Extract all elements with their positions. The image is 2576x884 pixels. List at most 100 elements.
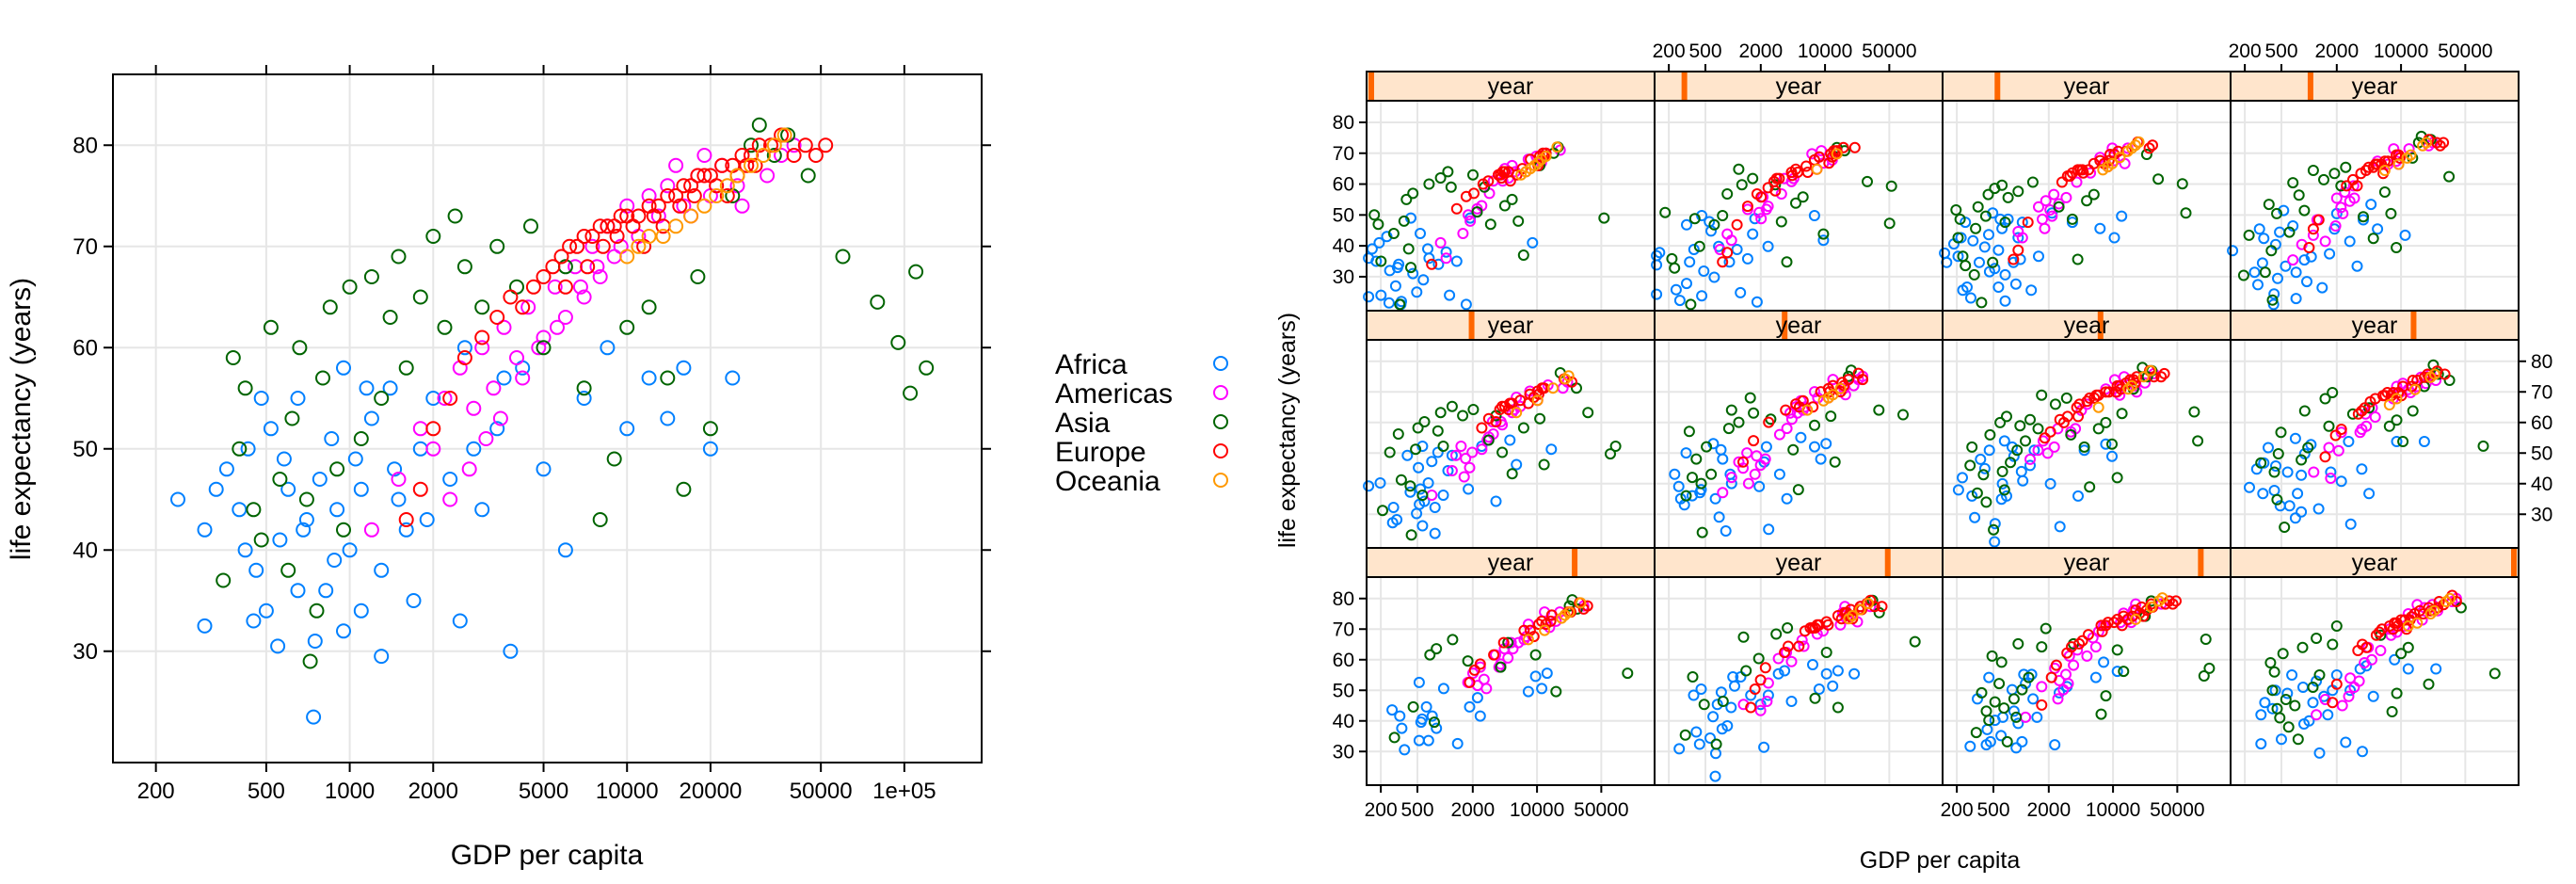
- trellis-x-tick-label: 2000: [1738, 40, 1783, 62]
- trellis-point-africa: [2316, 281, 2328, 294]
- trellis-plot: year year year year year year year year year year…: [1274, 40, 2552, 874]
- trellis-point-africa: [1381, 231, 1393, 243]
- trellis-strip-year-marker: [1572, 549, 1578, 576]
- point-asia: [908, 264, 924, 280]
- trellis-panel: year: [1363, 310, 1656, 549]
- trellis-point-africa: [2272, 272, 2283, 284]
- trellis-point-asia: [1996, 465, 2008, 477]
- trellis-point-oceania: [2137, 371, 2150, 383]
- trellis-point-asia: [1740, 665, 1752, 677]
- trellis-point-asia: [1862, 175, 1873, 187]
- trellis-point-asia: [2266, 684, 2279, 697]
- trellis-point-africa: [1981, 723, 1993, 735]
- point-africa: [557, 542, 573, 558]
- point-americas: [547, 279, 563, 295]
- legend-label-oceania: Oceania: [1055, 466, 1160, 497]
- trellis-point-africa: [1772, 667, 1784, 680]
- trellis-point-asia: [1820, 647, 1832, 658]
- trellis-point-africa: [2025, 668, 2038, 681]
- trellis-point-europe: [2012, 244, 2024, 256]
- trellis-point-europe: [2406, 380, 2418, 393]
- trellis-point-asia: [2383, 420, 2395, 432]
- trellis-x-tick-label: 10000: [1798, 40, 1852, 62]
- trellis-point-asia: [1529, 649, 1542, 661]
- trellis-point-africa: [2033, 250, 2044, 263]
- trellis-point-asia: [2298, 405, 2311, 417]
- point-europe: [786, 148, 802, 163]
- point-americas: [425, 441, 441, 457]
- trellis-point-asia: [2200, 634, 2212, 645]
- point-africa: [312, 472, 328, 487]
- trellis-point-asia: [2053, 201, 2065, 213]
- trellis-point-africa: [2418, 436, 2430, 447]
- trellis-point-africa: [1999, 295, 2011, 307]
- point-asia: [391, 249, 407, 265]
- trellis-point-africa: [2312, 503, 2325, 515]
- trellis-point-africa: [1827, 680, 1839, 692]
- trellis-strip-year-marker: [1681, 72, 1688, 100]
- trellis-point-europe: [1769, 185, 1782, 197]
- point-asia: [272, 472, 288, 487]
- trellis-point-asia: [2318, 173, 2329, 185]
- trellis-strip-label: year: [2352, 313, 2398, 339]
- trellis-point-oceania: [2428, 604, 2440, 617]
- trellis-point-africa: [1832, 665, 1844, 677]
- point-asia: [329, 461, 345, 477]
- trellis-point-africa: [1967, 234, 1979, 247]
- trellis-point-africa: [1394, 710, 1406, 722]
- trellis-point-americas: [1502, 651, 1514, 664]
- point-europe: [818, 137, 834, 153]
- point-asia: [232, 441, 248, 457]
- trellis-point-europe: [2095, 619, 2107, 632]
- trellis-point-europe: [2050, 659, 2062, 671]
- trellis-point-asia: [2277, 648, 2289, 660]
- trellis-point-africa: [2016, 217, 2028, 229]
- trellis-point-asia: [1752, 652, 1765, 665]
- trellis-point-americas: [2353, 675, 2365, 687]
- trellis-point-asia: [1622, 667, 1634, 680]
- trellis-point-africa: [1417, 274, 1430, 286]
- trellis-point-asia: [2274, 712, 2286, 724]
- trellis-point-asia: [2111, 472, 2123, 484]
- point-asia: [744, 137, 759, 153]
- trellis-point-asia: [2176, 178, 2188, 190]
- trellis-point-asia: [1733, 416, 1745, 428]
- trellis-point-africa: [1952, 484, 1964, 496]
- trellis-point-africa: [1754, 699, 1767, 711]
- point-asia: [382, 310, 398, 325]
- trellis-point-asia: [1701, 441, 1713, 453]
- point-asia: [309, 603, 325, 619]
- trellis-x-tick-label: 50000: [1574, 799, 1628, 821]
- trellis-strip-year-marker: [2410, 312, 2417, 339]
- trellis-point-africa: [1708, 271, 1720, 283]
- trellis-point-africa: [2344, 518, 2357, 530]
- trellis-point-europe: [1763, 416, 1775, 428]
- trellis-point-asia: [1429, 716, 1440, 729]
- main-ticks: 200 500 1000 2000 5000 10000 20000 50000 1e+05 30…: [72, 65, 991, 804]
- trellis-point-asia: [2012, 185, 2024, 198]
- trellis-point-africa: [2292, 488, 2304, 500]
- trellis-point-asia: [1498, 200, 1511, 212]
- trellis-point-africa: [2351, 260, 2363, 272]
- trellis-point-asia: [1484, 218, 1496, 231]
- trellis-point-asia: [1982, 188, 1994, 201]
- trellis-point-europe: [1468, 187, 1480, 200]
- trellis-point-americas: [2032, 444, 2044, 457]
- trellis-point-asia: [1999, 217, 2011, 229]
- trellis-point-americas: [2106, 142, 2119, 154]
- trellis-x-tick-label: 500: [1688, 40, 1721, 62]
- trellis-strip: [1366, 71, 1656, 102]
- trellis-point-americas: [1464, 215, 1477, 227]
- point-asia: [690, 269, 706, 284]
- trellis-x-tick-label: 10000: [2374, 40, 2428, 62]
- trellis-point-africa: [1690, 726, 1703, 738]
- point-americas: [676, 198, 692, 214]
- trellis-point-asia: [1698, 699, 1710, 711]
- trellis-point-americas: [2033, 201, 2044, 213]
- main-x-tick-label: 200: [137, 779, 175, 804]
- trellis-point-africa: [1952, 250, 1964, 263]
- trellis-point-asia: [2280, 694, 2292, 705]
- point-oceania: [709, 188, 725, 203]
- trellis-point-americas: [2041, 447, 2054, 459]
- trellis-point-oceania: [1560, 373, 1572, 385]
